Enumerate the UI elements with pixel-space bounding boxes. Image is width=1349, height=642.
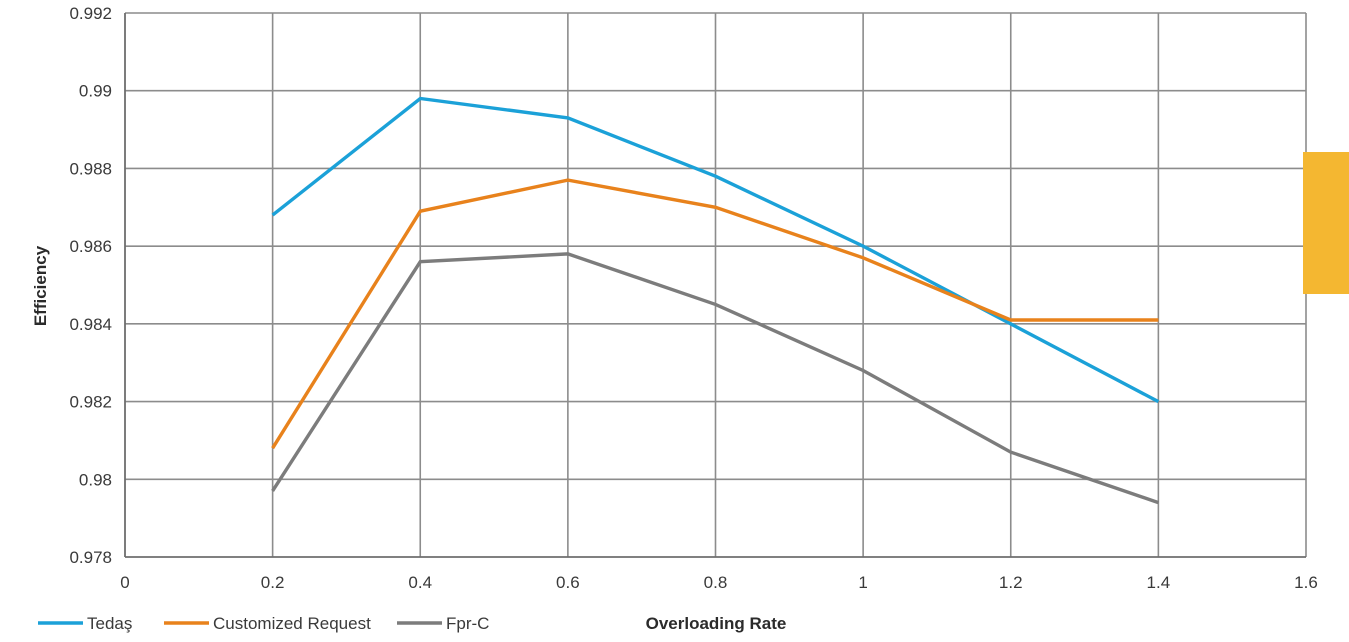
series-line-fpr-c <box>271 252 1159 505</box>
x-tick-label: 1.2 <box>999 573 1023 592</box>
x-tick-label: 0.6 <box>556 573 580 592</box>
x-axis-title: Overloading Rate <box>646 614 787 633</box>
data-series <box>271 96 1160 505</box>
legend-label: Tedaş <box>87 614 132 633</box>
y-tick-label: 0.98 <box>79 470 112 489</box>
x-tick-label: 0 <box>120 573 129 592</box>
legend-label: Fpr-C <box>446 614 489 633</box>
x-tick-label: 0.4 <box>408 573 432 592</box>
series-line-teda- <box>271 96 1160 404</box>
y-tick-label: 0.984 <box>69 315 112 334</box>
y-axis-title: Efficiency <box>31 245 50 326</box>
y-tick-label: 0.982 <box>69 393 112 412</box>
x-tick-label: 0.8 <box>704 573 728 592</box>
x-tick-label: 0.2 <box>261 573 285 592</box>
series-line-customized-request <box>271 178 1159 450</box>
side-tab-decoration <box>1303 152 1349 294</box>
grid-lines <box>125 12 1307 557</box>
tick-labels: 0 0.2 0.4 0.6 0.8 1 1.2 1.4 1.6 0.978 0.98 0.982 0.9… <box>69 4 1317 592</box>
y-tick-label: 0.978 <box>69 548 112 567</box>
x-tick-label: 1 <box>858 573 867 592</box>
legend: Tedaş Customized Request Fpr-C <box>38 614 489 633</box>
y-tick-label: 0.986 <box>69 237 112 256</box>
axes <box>124 13 1306 558</box>
x-tick-label: 1.4 <box>1147 573 1171 592</box>
y-tick-label: 0.988 <box>69 159 112 178</box>
y-tick-label: 0.992 <box>69 4 112 23</box>
x-tick-label: 1.6 <box>1294 573 1318 592</box>
y-tick-label: 0.99 <box>79 82 112 101</box>
legend-label: Customized Request <box>213 614 371 633</box>
